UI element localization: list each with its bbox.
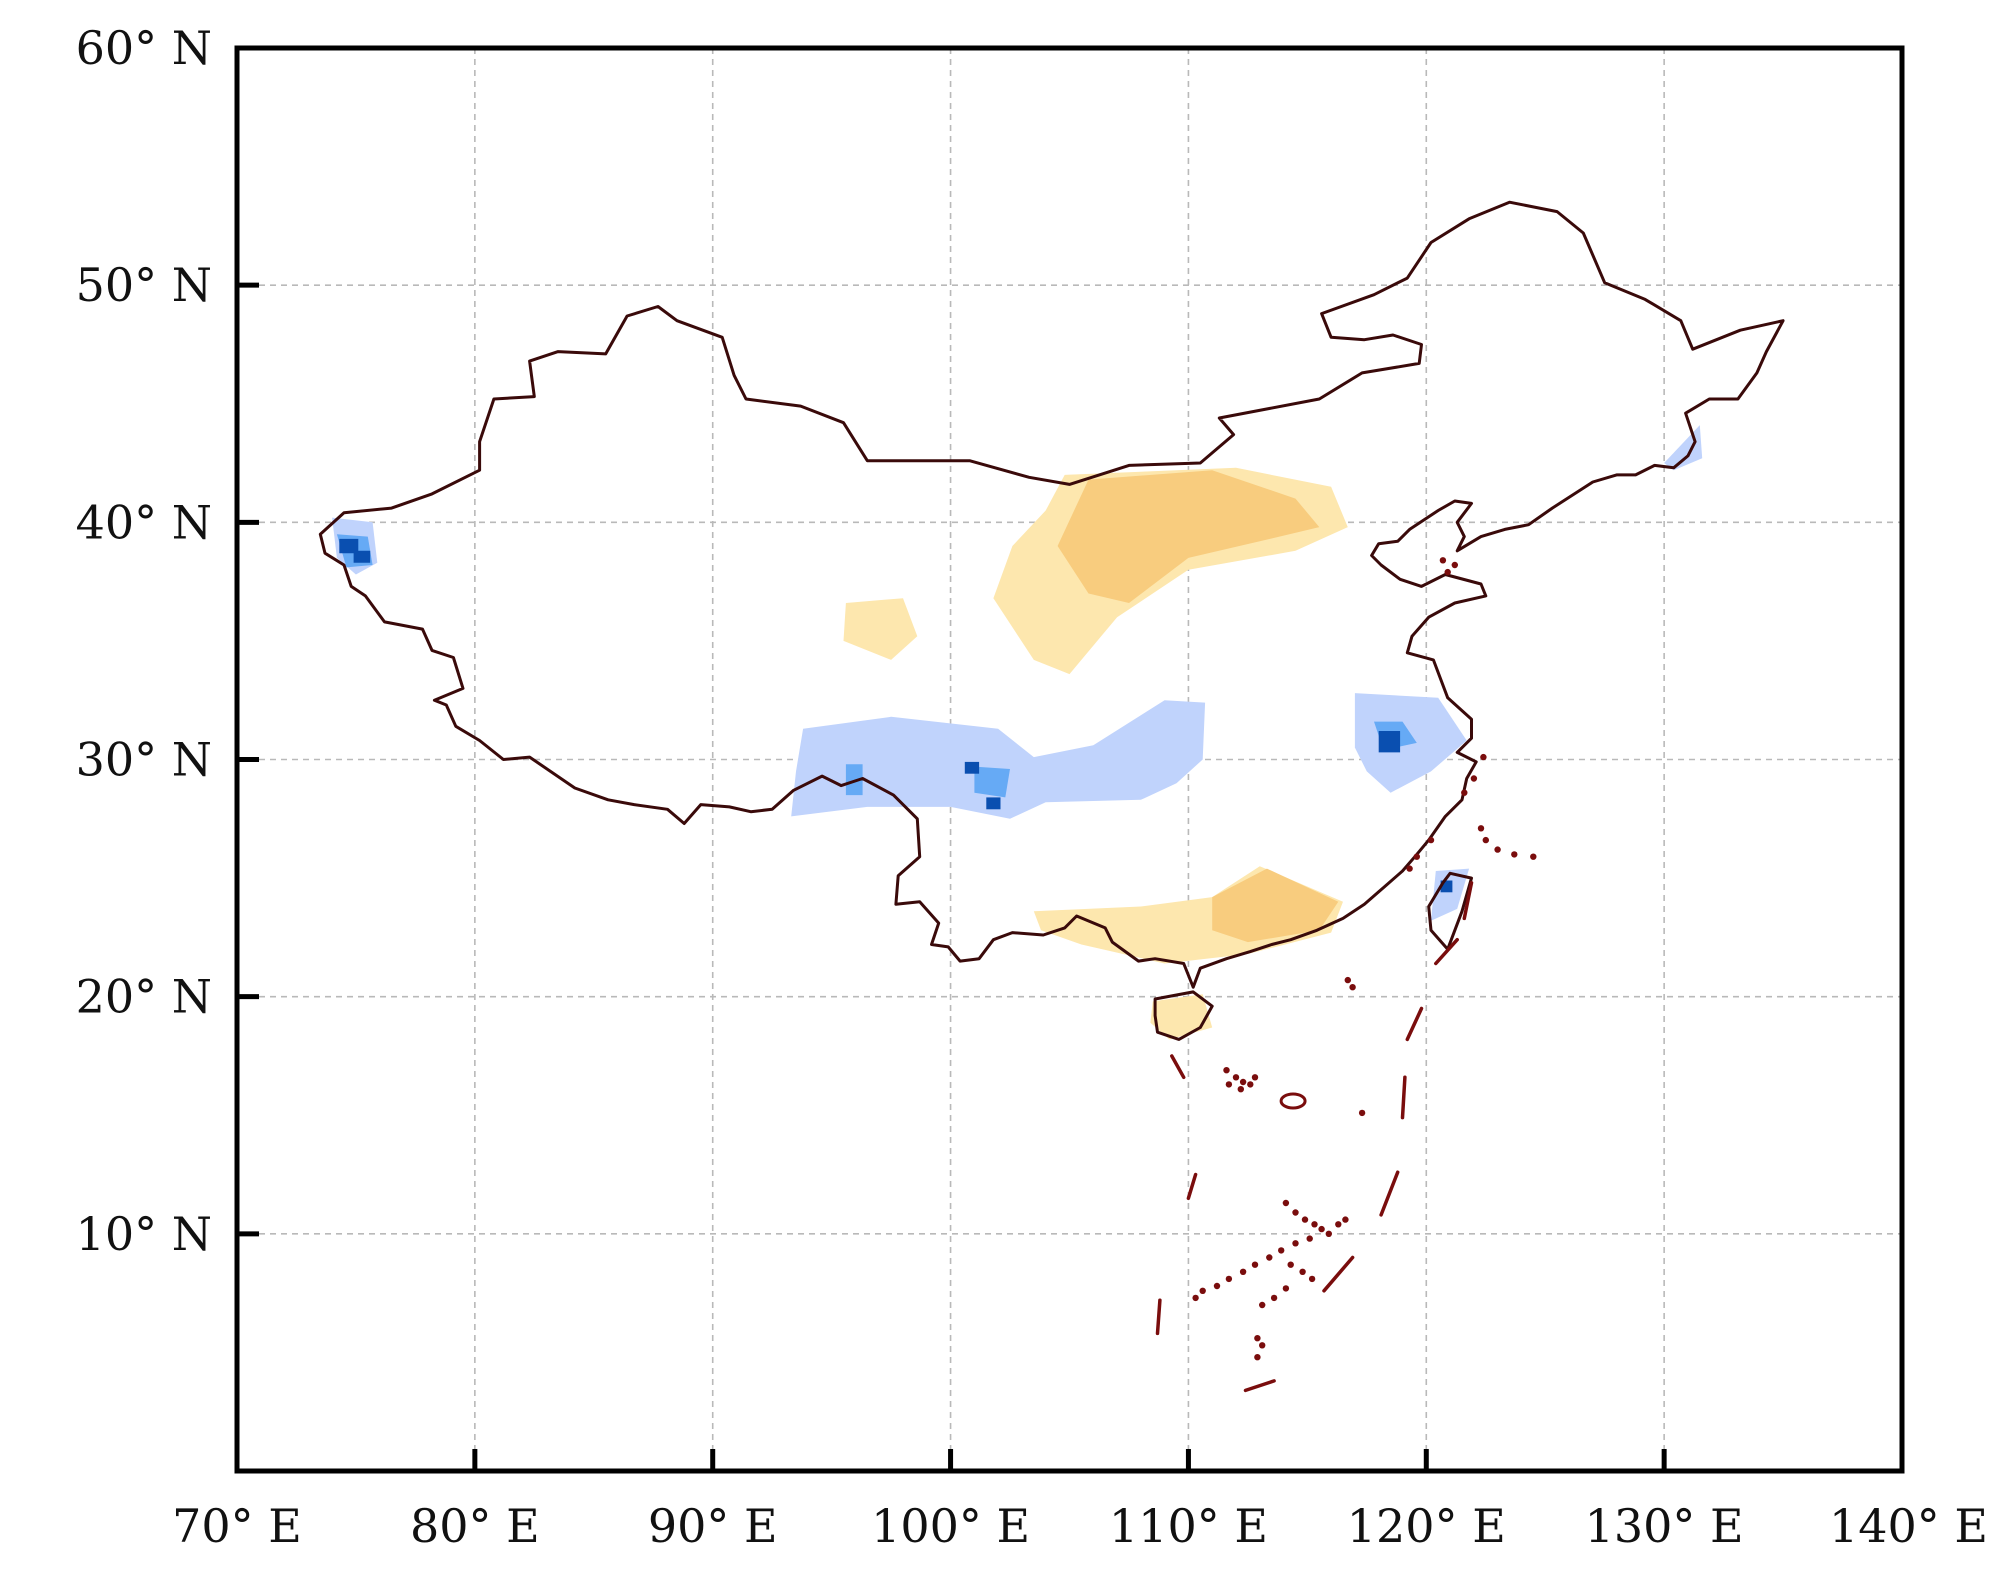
- reef-outline: [1279, 1092, 1307, 1110]
- anomaly-region-dark-blue-16: [339, 538, 359, 554]
- nine-dash-line-segment-8: [1186, 1172, 1198, 1201]
- nine-dash-line-segment-4: [1379, 1170, 1400, 1217]
- axis-ticks: [237, 282, 1667, 1471]
- island-dot-13: [1311, 1221, 1318, 1228]
- island-dot-14: [1318, 1225, 1325, 1233]
- island-dot-50: [1451, 561, 1459, 569]
- island-dot-22: [1251, 1261, 1259, 1268]
- x-tick-label-90: 90° E: [648, 1499, 778, 1553]
- island-dot-46: [1470, 775, 1478, 782]
- island-dot-29: [1299, 1268, 1306, 1276]
- island-dot-5: [1247, 1081, 1254, 1088]
- island-dot-33: [1259, 1301, 1266, 1309]
- island-dot-39: [1494, 846, 1501, 853]
- x-axis-labels: 70° E 80° E 90° E 100° E 110° E 120° E 130° E 1…: [172, 1499, 1988, 1553]
- anomaly-region-light-yellow-1: [843, 598, 918, 660]
- x-tick-label-140: 140° E: [1829, 1499, 1988, 1553]
- island-dot-19: [1292, 1240, 1299, 1247]
- nine-dash-line-segment-9: [1170, 1054, 1186, 1080]
- nine-dash-line-segment-7: [1155, 1298, 1162, 1336]
- island-dot-31: [1282, 1285, 1290, 1292]
- island-dot-34: [1254, 1335, 1261, 1342]
- island-dot-44: [1427, 836, 1435, 844]
- x-tick-label-120: 120° E: [1347, 1499, 1506, 1553]
- island-dot-7: [1225, 1081, 1233, 1088]
- island-dot-3: [1232, 1074, 1240, 1081]
- island-dot-32: [1270, 1294, 1278, 1302]
- island-dot-48: [1444, 568, 1451, 576]
- anomaly-region-medium-blue-14: [845, 764, 863, 796]
- island-dot-43: [1413, 853, 1421, 860]
- island-dot-23: [1239, 1268, 1247, 1276]
- island-dot-2: [1223, 1067, 1230, 1074]
- anomaly-region-dark-blue-18: [964, 761, 980, 774]
- nine-dash-line-segment-6: [1243, 1379, 1276, 1393]
- island-dot-27: [1192, 1294, 1199, 1302]
- island-dot-20: [1278, 1247, 1285, 1254]
- y-tick-label-10: 10° N: [76, 1207, 212, 1261]
- south-china-sea-islands: [1155, 557, 1537, 1393]
- anomaly-region-dark-blue-15: [1378, 731, 1401, 753]
- island-dot-36: [1254, 1354, 1261, 1361]
- nine-dash-line-segment-5: [1322, 1255, 1355, 1293]
- island-dot-16: [1335, 1221, 1342, 1228]
- island-dot-6: [1237, 1086, 1245, 1093]
- island-dot-18: [1306, 1235, 1313, 1242]
- anomaly-region-light-blue-6: [791, 700, 1206, 819]
- island-dot-1: [1349, 984, 1356, 991]
- x-tick-label-70: 70° E: [172, 1499, 302, 1553]
- island-dot-21: [1266, 1254, 1273, 1261]
- island-dot-42: [1406, 865, 1413, 872]
- island-dot-12: [1301, 1216, 1309, 1223]
- anomaly-region-dark-blue-17: [353, 550, 371, 563]
- island-dot-45: [1461, 789, 1468, 796]
- island-dot-9: [1358, 1109, 1366, 1117]
- island-dot-30: [1308, 1275, 1316, 1283]
- island-dot-28: [1287, 1261, 1294, 1268]
- island-dot-49: [1439, 557, 1447, 564]
- island-dot-25: [1213, 1282, 1221, 1290]
- y-tick-label-60: 60° N: [76, 21, 212, 75]
- nine-dash-line-segment-1: [1434, 937, 1459, 966]
- island-dot-8: [1251, 1074, 1259, 1081]
- y-tick-label-30: 30° N: [76, 733, 212, 787]
- y-axis-labels: 10° N 20° N 30° N 40° N 50° N 60° N: [76, 21, 212, 1261]
- island-dot-15: [1325, 1230, 1333, 1238]
- island-dot-26: [1199, 1287, 1206, 1295]
- anomaly-region-dark-blue-19: [986, 797, 1001, 810]
- island-dot-17: [1342, 1216, 1349, 1223]
- island-dot-35: [1259, 1342, 1266, 1349]
- island-dot-41: [1530, 853, 1537, 860]
- x-tick-label-130: 130° E: [1585, 1499, 1744, 1553]
- x-tick-label-100: 100° E: [871, 1499, 1030, 1553]
- y-tick-label-50: 50° N: [76, 258, 212, 312]
- hainan-outline: [1153, 990, 1214, 1041]
- island-dot-38: [1482, 836, 1490, 844]
- anomaly-region-medium-orange-4: [1212, 868, 1339, 943]
- island-dot-11: [1292, 1209, 1299, 1216]
- x-tick-label-80: 80° E: [410, 1499, 540, 1553]
- anomaly-fields: [332, 425, 1703, 1040]
- nine-dash-line-segment-2: [1405, 1006, 1424, 1042]
- china-border-outline: [318, 200, 1785, 989]
- nine-dash-line-segment-0: [1462, 881, 1474, 921]
- island-dot-37: [1477, 825, 1485, 832]
- anomaly-region-light-blue-10: [1431, 868, 1470, 921]
- x-tick-label-110: 110° E: [1109, 1499, 1268, 1553]
- nine-dash-line-segment-3: [1400, 1075, 1407, 1120]
- y-tick-label-20: 20° N: [76, 970, 212, 1024]
- y-tick-label-40: 40° N: [76, 495, 212, 549]
- anomaly-region-medium-orange-2: [1057, 470, 1320, 603]
- anomaly-region-medium-blue-13: [974, 766, 1010, 798]
- island-dot-4: [1239, 1078, 1247, 1086]
- island-dot-40: [1511, 851, 1518, 858]
- island-dot-10: [1282, 1199, 1290, 1207]
- island-dot-47: [1480, 753, 1487, 761]
- island-dot-24: [1225, 1275, 1233, 1283]
- island-dot-0: [1344, 976, 1352, 984]
